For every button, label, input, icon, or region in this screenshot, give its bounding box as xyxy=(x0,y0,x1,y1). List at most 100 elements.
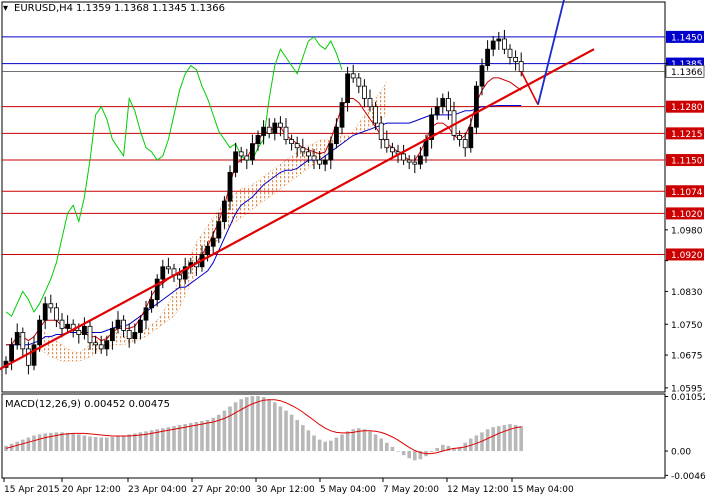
level-label-box xyxy=(666,154,704,167)
candle-body xyxy=(37,319,42,346)
uptrend-line xyxy=(0,48,595,371)
macd-bar xyxy=(37,434,42,452)
macd-bar xyxy=(317,439,322,452)
candle-body xyxy=(227,171,233,202)
candle-body xyxy=(25,348,31,366)
macd-bar xyxy=(407,451,411,459)
macd-bar xyxy=(211,417,215,452)
macd-bar xyxy=(21,439,25,452)
time-tick-label: 15 May 04:00 xyxy=(512,485,574,495)
macd-bar xyxy=(396,451,400,452)
time-tick-label: 23 Apr 04:00 xyxy=(128,485,187,495)
macd-bar xyxy=(256,396,260,452)
macd-bar xyxy=(351,429,355,452)
price-tick-label: 1.0830 xyxy=(671,288,703,298)
candle-body xyxy=(121,319,126,331)
candle-body xyxy=(356,77,362,87)
candle-body xyxy=(216,221,222,239)
candle-body xyxy=(406,159,412,163)
time-tick-label: 5 May 04:00 xyxy=(320,485,376,495)
main-plot-frame xyxy=(1,1,666,479)
candle-body xyxy=(490,40,496,50)
candle-body xyxy=(345,73,351,103)
candle-body xyxy=(283,126,289,140)
macd-bar xyxy=(149,430,154,452)
tenkan-line xyxy=(6,77,522,346)
candle-body xyxy=(132,332,138,340)
chart-header: ▾ EURUSD,H4 1.1359 1.1368 1.1345 1.1366 xyxy=(3,3,225,14)
macd-bar xyxy=(71,433,75,452)
macd-bar xyxy=(26,437,31,452)
trend-lines xyxy=(0,0,595,371)
candle-body xyxy=(154,278,160,301)
macd-bar xyxy=(357,428,361,452)
projection-down xyxy=(520,71,539,105)
candle-body xyxy=(367,98,373,108)
macd-bar xyxy=(513,425,518,452)
macd-bar xyxy=(508,424,512,452)
level-label-box xyxy=(666,185,704,198)
level-label-box xyxy=(666,207,704,220)
macd-bar xyxy=(502,425,507,452)
macd-bar xyxy=(295,419,299,452)
macd-bar xyxy=(267,399,271,452)
candle-body xyxy=(513,57,518,62)
candle-body xyxy=(384,139,390,149)
macd-bar xyxy=(334,437,339,452)
price-axis: 1.14501.13851.12801.12151.11501.10741.10… xyxy=(665,30,705,394)
time-tick-label: 12 May 12:00 xyxy=(447,485,509,495)
macd-bar xyxy=(345,431,350,452)
macd-panel: 0.01052 0.00 -0.00469 xyxy=(4,393,705,482)
macd-bar xyxy=(166,427,171,452)
candle-body xyxy=(249,143,255,161)
macd-bar xyxy=(200,420,204,452)
macd-bar xyxy=(49,432,53,452)
ohlc-low: 1.1345 xyxy=(152,3,187,14)
macd-bar xyxy=(485,429,490,452)
macd-bar xyxy=(401,451,406,456)
level-label: 1.1280 xyxy=(671,103,703,113)
candles xyxy=(3,29,524,375)
macd-bar xyxy=(110,437,115,452)
candle-body xyxy=(305,151,311,157)
macd-bar xyxy=(121,435,126,452)
candle-body xyxy=(373,106,379,124)
macd-bar xyxy=(413,451,417,461)
candle-body xyxy=(412,161,418,165)
macd-bar xyxy=(289,414,294,452)
macd-bar xyxy=(127,434,131,452)
macd-bar xyxy=(32,435,36,452)
candle-body xyxy=(378,122,384,140)
macd-bar xyxy=(340,434,344,452)
candle-body xyxy=(126,330,132,340)
level-label: 1.1074 xyxy=(671,188,703,198)
candle-body xyxy=(272,122,278,134)
candle-body xyxy=(289,139,295,145)
macd-bar xyxy=(233,402,238,452)
macd-bar xyxy=(250,396,255,452)
macd-tick-label: 0.01052 xyxy=(671,393,705,403)
level-label: 1.1215 xyxy=(671,130,703,140)
macd-bar xyxy=(105,437,109,452)
candle-body xyxy=(177,274,183,280)
candle-body xyxy=(76,330,82,335)
macd-bar xyxy=(457,446,462,452)
projection-up xyxy=(537,0,565,105)
symbol-dropdown-icon[interactable]: ▾ xyxy=(3,3,8,14)
macd-bar xyxy=(43,433,47,452)
candle-body xyxy=(434,106,440,116)
price-tick-label: 1.0750 xyxy=(671,321,703,331)
candle-body xyxy=(14,332,20,346)
candle-body xyxy=(322,159,328,165)
macd-bar xyxy=(116,436,120,452)
macd-bar xyxy=(222,410,227,452)
macd-bar xyxy=(15,441,19,452)
macd-bar xyxy=(306,430,311,452)
candle-body xyxy=(9,344,15,362)
candle-body xyxy=(485,48,491,67)
candle-body xyxy=(501,38,507,50)
candle-body xyxy=(20,332,26,350)
candle-body xyxy=(82,325,87,335)
macd-bar xyxy=(133,433,137,452)
macd-bar xyxy=(65,432,70,452)
